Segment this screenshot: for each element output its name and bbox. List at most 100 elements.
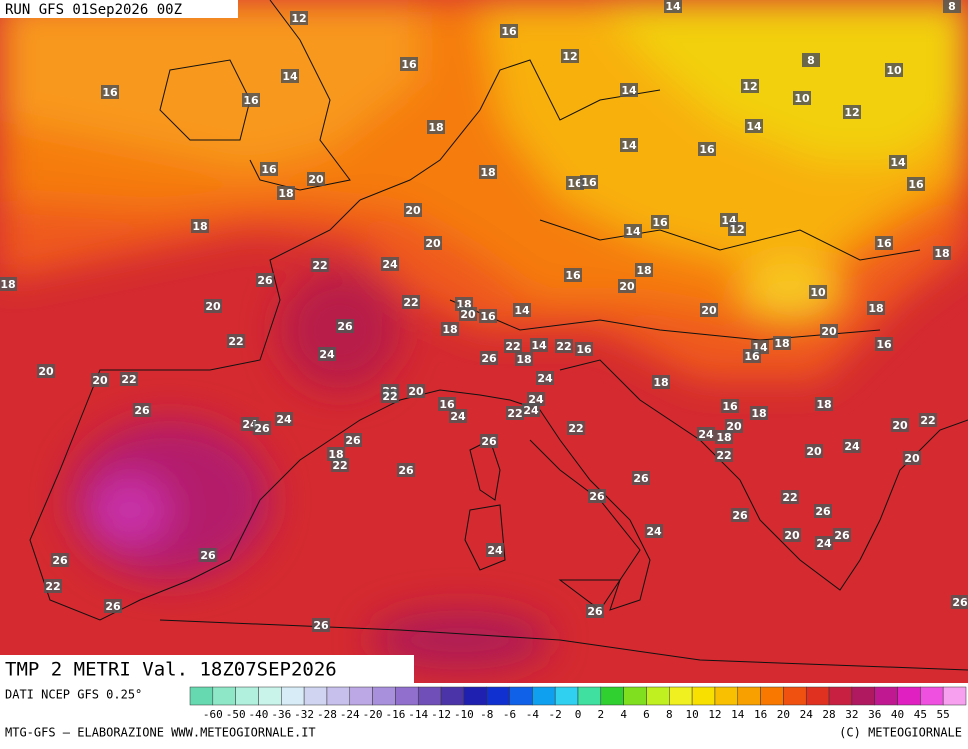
label-box (404, 203, 422, 217)
label-box (441, 322, 459, 336)
label-box (407, 384, 425, 398)
temperature-label: 24 (319, 348, 335, 361)
temperature-label: 20 (405, 204, 421, 217)
colorbar-swatch (258, 686, 282, 706)
temperature-label: 20 (425, 237, 441, 250)
label-box (933, 246, 951, 260)
label-box (253, 421, 271, 435)
temperature-label: 20 (726, 420, 742, 433)
label-box (809, 285, 827, 299)
label-box (575, 342, 593, 356)
temperature-label: 16 (565, 269, 581, 282)
colorbar-tick-label: -14 (408, 708, 428, 721)
colorbar-swatch (281, 686, 305, 706)
temperature-label: 22 (505, 340, 520, 353)
label-box (101, 85, 119, 99)
colorbar-tick-label: -36 (271, 708, 291, 721)
label-box (51, 553, 69, 567)
label-box (527, 392, 545, 406)
label-box (580, 175, 598, 189)
temperature-label: 26 (254, 422, 270, 435)
temperature-label: 20 (784, 529, 800, 542)
source: DATI NCEP GFS 0.25° (5, 688, 142, 702)
label-box (312, 618, 330, 632)
label-box (951, 595, 968, 609)
colorbar-tick-label: 6 (643, 708, 650, 721)
label-box (459, 307, 477, 321)
temperature-label: 8 (807, 54, 815, 67)
label-box (743, 349, 761, 363)
temperature-label: 20 (92, 374, 108, 387)
temperature-label: 12 (562, 50, 577, 63)
colorbar-swatch (691, 686, 716, 706)
label-box (204, 299, 222, 313)
temperature-label: 20 (460, 308, 476, 321)
label-box (567, 421, 585, 435)
label-box (120, 372, 138, 386)
temperature-label: 16 (102, 86, 118, 99)
temperature-label: 14 (621, 139, 637, 152)
label-box (618, 279, 636, 293)
temperature-label: 24 (844, 440, 860, 453)
colorbar-swatch (897, 686, 921, 706)
temperature-label: 10 (886, 64, 902, 77)
colorbar-swatch (920, 686, 944, 706)
colorbar-tick-label: 8 (666, 708, 673, 721)
label-box (867, 301, 885, 315)
colorbar-swatch (828, 686, 853, 706)
label-box (750, 406, 768, 420)
temperature-label: 18 (0, 278, 15, 291)
colorbar-swatch (395, 686, 419, 706)
temperature-label: 26 (398, 464, 414, 477)
colorbar-swatch (486, 686, 510, 706)
label-box (480, 351, 498, 365)
colorbar-tick-label: 36 (868, 708, 881, 721)
label-box (773, 336, 791, 350)
label-box (815, 536, 833, 550)
label-box (336, 319, 354, 333)
temperature-label: 16 (576, 343, 592, 356)
temperature-label: 12 (844, 106, 859, 119)
temperature-label: 18 (480, 166, 495, 179)
temperature-label: 22 (507, 407, 522, 420)
label-box (907, 177, 925, 191)
label-box (820, 324, 838, 338)
label-box (715, 448, 733, 462)
label-box (652, 375, 670, 389)
label-box (741, 79, 759, 93)
label-box (889, 155, 907, 169)
temperature-label: 20 (821, 325, 837, 338)
colorbar-tick-label: 4 (620, 708, 627, 721)
label-box (697, 427, 715, 441)
temperature-label: 18 (868, 302, 883, 315)
temperature-label: 22 (228, 335, 243, 348)
temperature-label: 16 (652, 216, 668, 229)
temperature-label: 16 (876, 338, 892, 351)
temperature-label: 26 (200, 549, 216, 562)
temperature-label: 26 (815, 505, 831, 518)
label-box (133, 403, 151, 417)
label-box (805, 444, 823, 458)
colorbar-tick-label: -2 (549, 708, 562, 721)
colorbar-tick-label: 55 (937, 708, 950, 721)
colorbar-tick-label: 45 (914, 708, 927, 721)
temperature-label: 16 (501, 25, 517, 38)
colorbar-tick-label: -12 (431, 708, 451, 721)
label-box (843, 439, 861, 453)
colorbar-swatch (783, 686, 807, 706)
label-box (700, 303, 718, 317)
temperature-label: 18 (442, 323, 457, 336)
colorbar-tick-label: 14 (731, 708, 745, 721)
label-box (814, 504, 832, 518)
label-box (480, 434, 498, 448)
temperature-label: 22 (45, 580, 60, 593)
label-box (645, 524, 663, 538)
temperature-label: 24 (523, 404, 539, 417)
colorbar-tick-label: -40 (249, 708, 269, 721)
temperature-label: 16 (722, 400, 738, 413)
temperature-label: 26 (633, 472, 649, 485)
label-box (438, 397, 456, 411)
label-box (943, 0, 961, 13)
